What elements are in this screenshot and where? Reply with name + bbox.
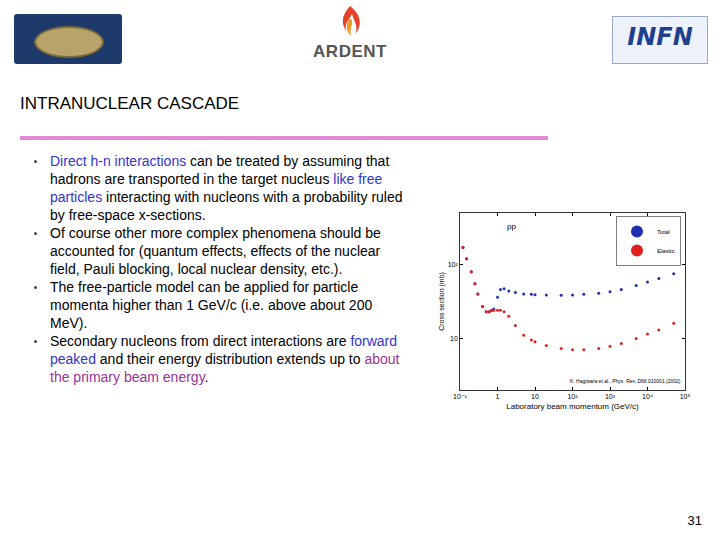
svg-text:10: 10 — [531, 393, 539, 400]
svg-text:10²: 10² — [448, 261, 459, 268]
svg-text:10⁴: 10⁴ — [642, 393, 653, 400]
html-text:31: 31 — [687, 513, 702, 528]
svg-text:10²: 10² — [567, 393, 578, 400]
html-text:Of course other more complex p: Of course other more complex phenomena s… — [50, 225, 381, 277]
svg-text:10: 10 — [450, 335, 458, 342]
html-text:INFN: INFN — [627, 23, 693, 51]
svg-text:1: 1 — [496, 393, 500, 400]
html-text:The free-particle model can be: The free-particle model can be applied f… — [50, 279, 373, 331]
svg-text:K. Hagiwara et al., Phys. Rev.: K. Hagiwara et al., Phys. Rev. D66 01000… — [570, 378, 681, 384]
html-text:Secondary nucleons from direct: Secondary nucleons from direct interacti… — [50, 333, 400, 385]
svg-text:Laboratory beam momentum (GeV/: Laboratory beam momentum (GeV/c) — [506, 402, 639, 411]
html-text:INTRANUCLEAR CASCADE: INTRANUCLEAR CASCADE — [20, 94, 240, 113]
html-text:Direct h-n interactions can be: Direct h-n interactions can be treated b… — [50, 153, 403, 223]
svg-text:10⁵: 10⁵ — [680, 393, 691, 400]
html-text:ARDENT: ARDENT — [313, 42, 387, 61]
svg-text:pp: pp — [507, 222, 516, 231]
svg-text:Cross section (mb): Cross section (mb) — [438, 272, 446, 331]
svg-text:Elastic: Elastic — [657, 248, 675, 254]
svg-text:10⁻¹: 10⁻¹ — [453, 393, 467, 400]
svg-text:10³: 10³ — [605, 393, 616, 400]
svg-text:Total: Total — [657, 229, 670, 235]
